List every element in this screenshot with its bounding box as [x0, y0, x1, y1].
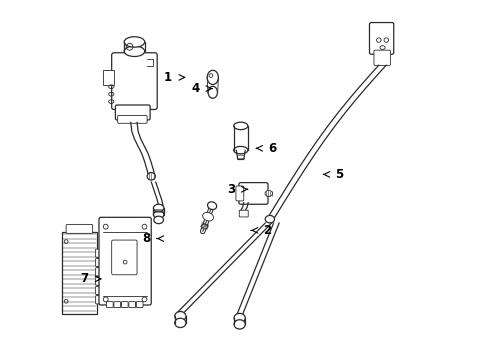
- FancyBboxPatch shape: [99, 217, 151, 305]
- FancyBboxPatch shape: [66, 224, 92, 233]
- FancyBboxPatch shape: [373, 50, 389, 66]
- Ellipse shape: [207, 202, 216, 210]
- Ellipse shape: [208, 86, 217, 98]
- Ellipse shape: [202, 212, 213, 221]
- Ellipse shape: [147, 172, 155, 180]
- FancyBboxPatch shape: [96, 258, 102, 266]
- Ellipse shape: [234, 314, 245, 323]
- Ellipse shape: [234, 320, 245, 329]
- Text: 7: 7: [80, 273, 88, 285]
- Ellipse shape: [174, 311, 185, 321]
- Text: 8: 8: [142, 232, 151, 245]
- FancyBboxPatch shape: [118, 116, 147, 123]
- Ellipse shape: [153, 211, 163, 219]
- FancyBboxPatch shape: [239, 210, 248, 217]
- Ellipse shape: [264, 215, 274, 223]
- Text: 1: 1: [163, 71, 172, 84]
- Ellipse shape: [201, 224, 207, 229]
- FancyBboxPatch shape: [114, 302, 121, 307]
- Text: 4: 4: [191, 82, 200, 95]
- FancyBboxPatch shape: [96, 249, 102, 257]
- FancyBboxPatch shape: [96, 268, 102, 276]
- Ellipse shape: [124, 46, 144, 57]
- FancyBboxPatch shape: [111, 53, 157, 109]
- Polygon shape: [102, 70, 114, 85]
- FancyBboxPatch shape: [235, 186, 243, 201]
- Ellipse shape: [124, 37, 144, 47]
- FancyBboxPatch shape: [106, 302, 113, 307]
- FancyBboxPatch shape: [96, 286, 102, 294]
- FancyBboxPatch shape: [128, 302, 135, 307]
- FancyBboxPatch shape: [111, 240, 137, 275]
- Text: 6: 6: [268, 142, 276, 155]
- FancyBboxPatch shape: [96, 277, 102, 285]
- Ellipse shape: [103, 297, 108, 302]
- Ellipse shape: [233, 147, 247, 154]
- Ellipse shape: [207, 70, 218, 85]
- Bar: [61, 232, 97, 314]
- Ellipse shape: [142, 224, 146, 229]
- FancyBboxPatch shape: [115, 105, 150, 120]
- Ellipse shape: [233, 122, 247, 130]
- FancyBboxPatch shape: [239, 183, 267, 204]
- Text: 3: 3: [227, 183, 235, 196]
- Ellipse shape: [264, 190, 272, 197]
- Text: 2: 2: [262, 224, 270, 237]
- FancyBboxPatch shape: [121, 302, 128, 307]
- FancyBboxPatch shape: [369, 23, 393, 54]
- Ellipse shape: [174, 318, 185, 328]
- Ellipse shape: [142, 297, 146, 302]
- Ellipse shape: [153, 204, 163, 212]
- Ellipse shape: [103, 224, 108, 229]
- FancyBboxPatch shape: [136, 302, 142, 307]
- Ellipse shape: [154, 216, 163, 224]
- Text: 5: 5: [335, 168, 343, 181]
- FancyBboxPatch shape: [96, 296, 102, 304]
